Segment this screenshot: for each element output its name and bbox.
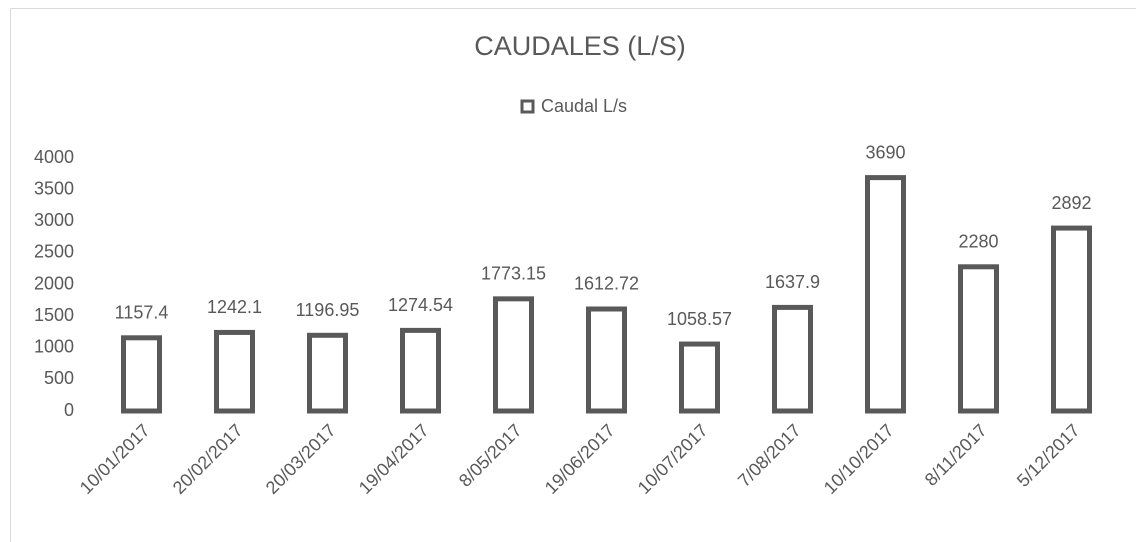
data-label: 3690 xyxy=(865,142,905,162)
data-label: 1773.15 xyxy=(481,264,546,284)
legend-swatch xyxy=(520,99,535,114)
x-tick-label: 20/02/2017 xyxy=(169,420,247,498)
y-tick-label: 4000 xyxy=(34,147,74,167)
data-label: 1612.72 xyxy=(574,274,639,294)
bar xyxy=(586,306,627,414)
bar xyxy=(679,341,720,414)
data-label: 2280 xyxy=(958,232,998,252)
data-label: 1196.95 xyxy=(296,300,360,320)
y-tick-label: 2000 xyxy=(34,273,74,293)
x-tick-label: 10/01/2017 xyxy=(76,420,154,498)
y-tick-label: 3500 xyxy=(34,178,74,198)
data-label: 1058.57 xyxy=(667,309,732,329)
x-tick-label: 5/12/2017 xyxy=(1013,420,1084,491)
data-label: 1274.54 xyxy=(388,295,453,315)
y-tick-label: 500 xyxy=(44,368,74,388)
data-label: 2892 xyxy=(1051,193,1091,213)
legend-label: Caudal L/s xyxy=(541,96,627,116)
data-label: 1157.4 xyxy=(115,303,169,323)
bar xyxy=(772,304,813,414)
bar xyxy=(493,296,534,414)
x-tick-label: 19/06/2017 xyxy=(541,420,619,498)
y-tick-label: 0 xyxy=(64,400,74,420)
x-tick-label: 8/11/2017 xyxy=(921,420,991,490)
chart-title: CAUDALES (L/S) xyxy=(474,31,686,61)
y-tick-label: 3000 xyxy=(34,210,74,230)
bar xyxy=(214,329,255,414)
x-tick-label: 7/08/2017 xyxy=(734,420,805,491)
x-tick-label: 10/10/2017 xyxy=(820,420,898,498)
y-tick-label: 1500 xyxy=(34,305,74,325)
y-tick-label: 1000 xyxy=(34,337,74,357)
bar xyxy=(400,327,441,414)
data-label: 1242.1 xyxy=(207,297,262,317)
bar xyxy=(865,175,906,414)
bar xyxy=(307,332,348,414)
x-tick-label: 8/05/2017 xyxy=(455,420,526,491)
x-tick-label: 10/07/2017 xyxy=(634,420,712,498)
bar xyxy=(958,264,999,414)
bar xyxy=(1051,225,1092,414)
x-tick-label: 20/03/2017 xyxy=(262,420,340,498)
data-label: 1637.9 xyxy=(765,272,820,292)
bar xyxy=(121,335,162,414)
y-tick-label: 2500 xyxy=(34,242,74,262)
x-tick-label: 19/04/2017 xyxy=(355,420,433,498)
